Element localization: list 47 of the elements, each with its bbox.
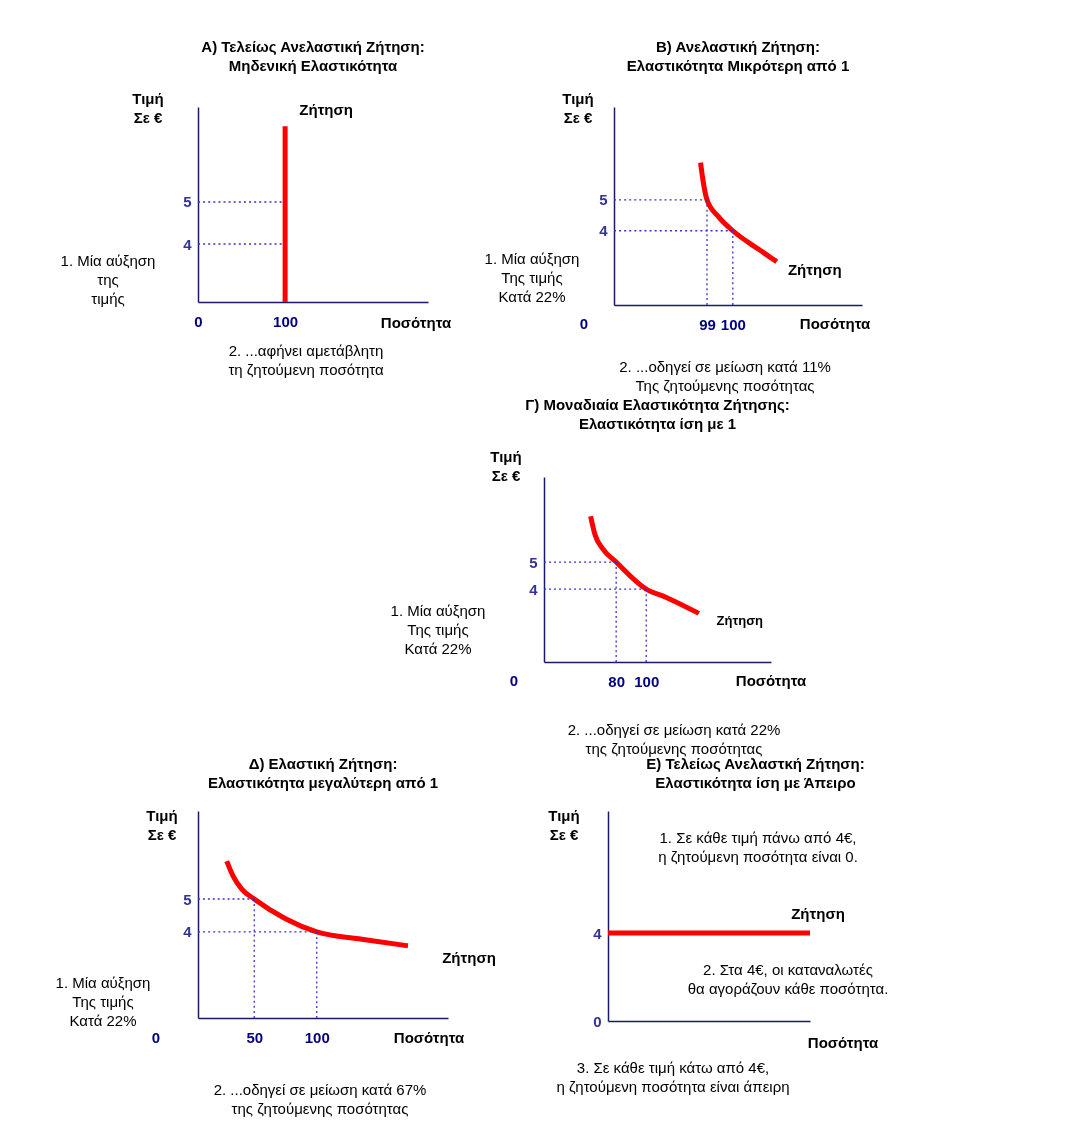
text: 1. Μία αύξηση Της τιμής Κατά 22% <box>484 250 580 305</box>
x-axis-title: Ποσότητα <box>799 315 871 332</box>
text: 2. ...οδηγεί σε μείωση κατά 11% Της ζητούμενης ποσότητας <box>619 358 831 394</box>
y-axis-title: Τιμή Σε € <box>132 90 164 126</box>
x-axis-title: Ποσότητα <box>380 314 452 331</box>
chart-title: Α) Τελείως Ανελαστική Ζήτηση: Μηδενική Ελαστικότητα <box>201 38 425 74</box>
text: 1. Μία αύξηση Της τιμής Κατά 22% <box>55 974 151 1029</box>
y-axis-title: Τιμή Σε € <box>146 807 178 843</box>
x-tick-label: 99 <box>699 315 716 333</box>
x-tick-label: 100 <box>720 315 746 333</box>
annotation: 1. Σε κάθε τιμή πάνω από 4€, η ζητούμενη ποσότητα είναι 0. <box>658 829 858 865</box>
chart-title: Β) Ανελαστική Ζήτηση: Ελαστικότητα Μικρότερη από 1 <box>626 38 850 74</box>
x-tick-label: 100 <box>304 1028 330 1046</box>
x-tick-label: 100 <box>634 672 660 690</box>
y-tick-label: 4 <box>599 222 609 240</box>
annotation: 2. Στα 4€, οι καταναλωτές θα αγοράζουν κάθε ποσότητα. <box>687 961 889 997</box>
x-axis-title: Ποσότητα <box>735 672 807 689</box>
series-label: Ζήτηση <box>716 613 764 629</box>
series-label: Ζήτηση <box>791 905 845 923</box>
text: 2. ...αφήνει αμετάβλητη τη ζητούμενη ποσότητα <box>228 342 384 378</box>
y-tick-label: 0 <box>593 1012 602 1030</box>
y-axis-title: Τιμή Σε € <box>548 807 580 843</box>
x-tick-label: 50 <box>246 1028 264 1046</box>
series-label: Ζήτηση <box>787 260 842 278</box>
chart-title: Γ) Μοναδιαία Ελαστικότητα Ζήτησης: Ελαστικότητα ίση με 1 <box>525 396 790 432</box>
x-axis-title: Ποσότητα <box>807 1034 879 1051</box>
text: 2. ...οδηγεί σε μείωση κατά 67% της ζητούμενης ποσότητας <box>213 1081 427 1117</box>
chart-title: Δ) Ελαστική Ζήτηση: Ελαστικότητα μεγαλύτερη από 1 <box>207 755 439 791</box>
text: 1. Μία αύξηση της τιμής <box>60 252 156 307</box>
text: 1. Μία αύξηση Της τιμής Κατά 22% <box>390 602 486 657</box>
y-tick-label: 5 <box>529 553 538 571</box>
y-tick-label: 5 <box>599 191 608 209</box>
text: 3. Σε κάθε τιμή κάτω από 4€, η ζητούμενη ποσότητα είναι άπειρη <box>556 1059 790 1095</box>
x-tick-label: 80 <box>608 672 625 690</box>
y-tick-label: 5 <box>183 890 192 908</box>
y-tick-label: 4 <box>593 924 603 942</box>
x-tick-label: 100 <box>273 312 299 330</box>
series-label: Ζήτηση <box>299 101 353 119</box>
y-tick-label: 4 <box>183 923 193 941</box>
y-tick-label: 4 <box>529 580 539 598</box>
text: 2. ...οδηγεί σε μείωση κατά 22% της ζητούμενης ποσότητας <box>567 721 781 757</box>
y-axis-title: Τιμή Σε € <box>490 448 522 484</box>
text: Ζήτηση <box>442 948 496 966</box>
y-tick-label: 4 <box>183 235 193 253</box>
x-axis-title: Ποσότητα <box>393 1029 465 1046</box>
y-tick-label: 5 <box>183 193 192 211</box>
y-axis-title: Τιμή Σε € <box>562 90 594 126</box>
